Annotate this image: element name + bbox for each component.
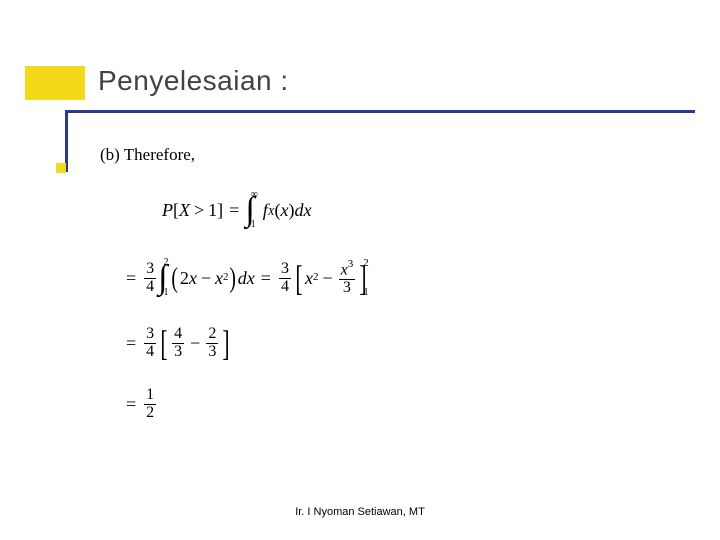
op-gt: > <box>194 200 204 222</box>
frac-den: 2 <box>144 405 156 422</box>
op-minus: − <box>201 268 211 290</box>
sym-P: P <box>162 200 173 222</box>
exp-2: 2 <box>313 271 319 284</box>
footer-author: Ir. I Nyoman Setiawan, MT <box>0 506 720 518</box>
frac-num: 3 <box>144 326 156 343</box>
frac-2-3: 2 3 <box>206 326 218 361</box>
op-eq: = <box>229 200 239 222</box>
frac-num: 3 <box>144 261 156 278</box>
frac-den: 4 <box>144 344 156 361</box>
equation-line-1: P [ X > 1 ] = ∫ ∞ 1 f X ( x ) d x <box>162 190 369 231</box>
big-bracket-close: ] <box>223 322 230 365</box>
op-eq: = <box>261 268 271 290</box>
exp-2: 2 <box>223 271 229 284</box>
sym-x2: x <box>304 200 312 222</box>
op-minus: − <box>322 268 332 290</box>
bracket-close: ] <box>217 200 223 222</box>
big-paren-close: ) <box>230 262 237 296</box>
sym-d: d <box>295 200 304 222</box>
frac-1-2: 1 2 <box>144 387 156 422</box>
exp-3: 3 <box>348 258 354 270</box>
big-bracket-close: ] <box>360 257 367 300</box>
coef-2: 2 <box>180 268 189 290</box>
part-label: (b) Therefore, <box>100 145 369 165</box>
frac-num: 1 <box>144 387 156 404</box>
content-region: (b) Therefore, P [ X > 1 ] = ∫ ∞ 1 f X (… <box>100 145 369 422</box>
frac-3-4: 3 4 <box>279 261 291 296</box>
sym-x: x <box>247 268 255 290</box>
frac-4-3: 4 3 <box>172 326 184 361</box>
big-bracket-open: [ <box>161 322 168 365</box>
frac-x3-3: x3 3 <box>339 260 356 297</box>
op-eq: = <box>126 268 136 290</box>
op-eq: = <box>126 394 136 416</box>
frac-den: 4 <box>144 279 156 296</box>
integral-sign: ∫ <box>158 258 167 299</box>
sub-X: X <box>268 206 275 219</box>
var-x: x <box>189 268 197 290</box>
equation-line-3: = 3 4 [ 4 3 − 2 3 ] <box>120 322 369 365</box>
big-paren-open: ( <box>172 262 179 296</box>
math-derivation: P [ X > 1 ] = ∫ ∞ 1 f X ( x ) d x = 3 <box>162 190 369 422</box>
frac-3-4: 3 4 <box>144 261 156 296</box>
frac-num: 3 <box>279 261 291 278</box>
frac-3-4: 3 4 <box>144 326 156 361</box>
var-x: x <box>341 261 348 278</box>
val-1: 1 <box>208 200 217 222</box>
frac-den: 3 <box>172 344 184 361</box>
sym-d: d <box>238 268 247 290</box>
var-x: x <box>215 268 223 290</box>
sym-x: x <box>281 200 289 222</box>
frac-den: 3 <box>341 280 353 297</box>
yellow-accent-box <box>25 66 85 100</box>
frac-num: 2 <box>206 326 218 343</box>
equation-line-2: = 3 4 ∫ 2 1 ( 2 x − x 2 ) d x = 3 <box>120 257 369 300</box>
op-minus: − <box>190 333 200 355</box>
frac-num: x3 <box>339 260 356 279</box>
op-eq: = <box>126 333 136 355</box>
frac-num: 4 <box>172 326 184 343</box>
blue-underline <box>65 110 695 113</box>
var-x: x <box>305 268 313 290</box>
yellow-bullet <box>56 163 66 173</box>
integral-sign: ∫ <box>245 190 254 231</box>
slide-title: Penyelesaian : <box>98 65 289 97</box>
equation-line-4: = 1 2 <box>120 387 369 422</box>
sym-X: X <box>179 200 190 222</box>
frac-den: 4 <box>279 279 291 296</box>
big-bracket-open: [ <box>295 257 302 300</box>
frac-den: 3 <box>206 344 218 361</box>
